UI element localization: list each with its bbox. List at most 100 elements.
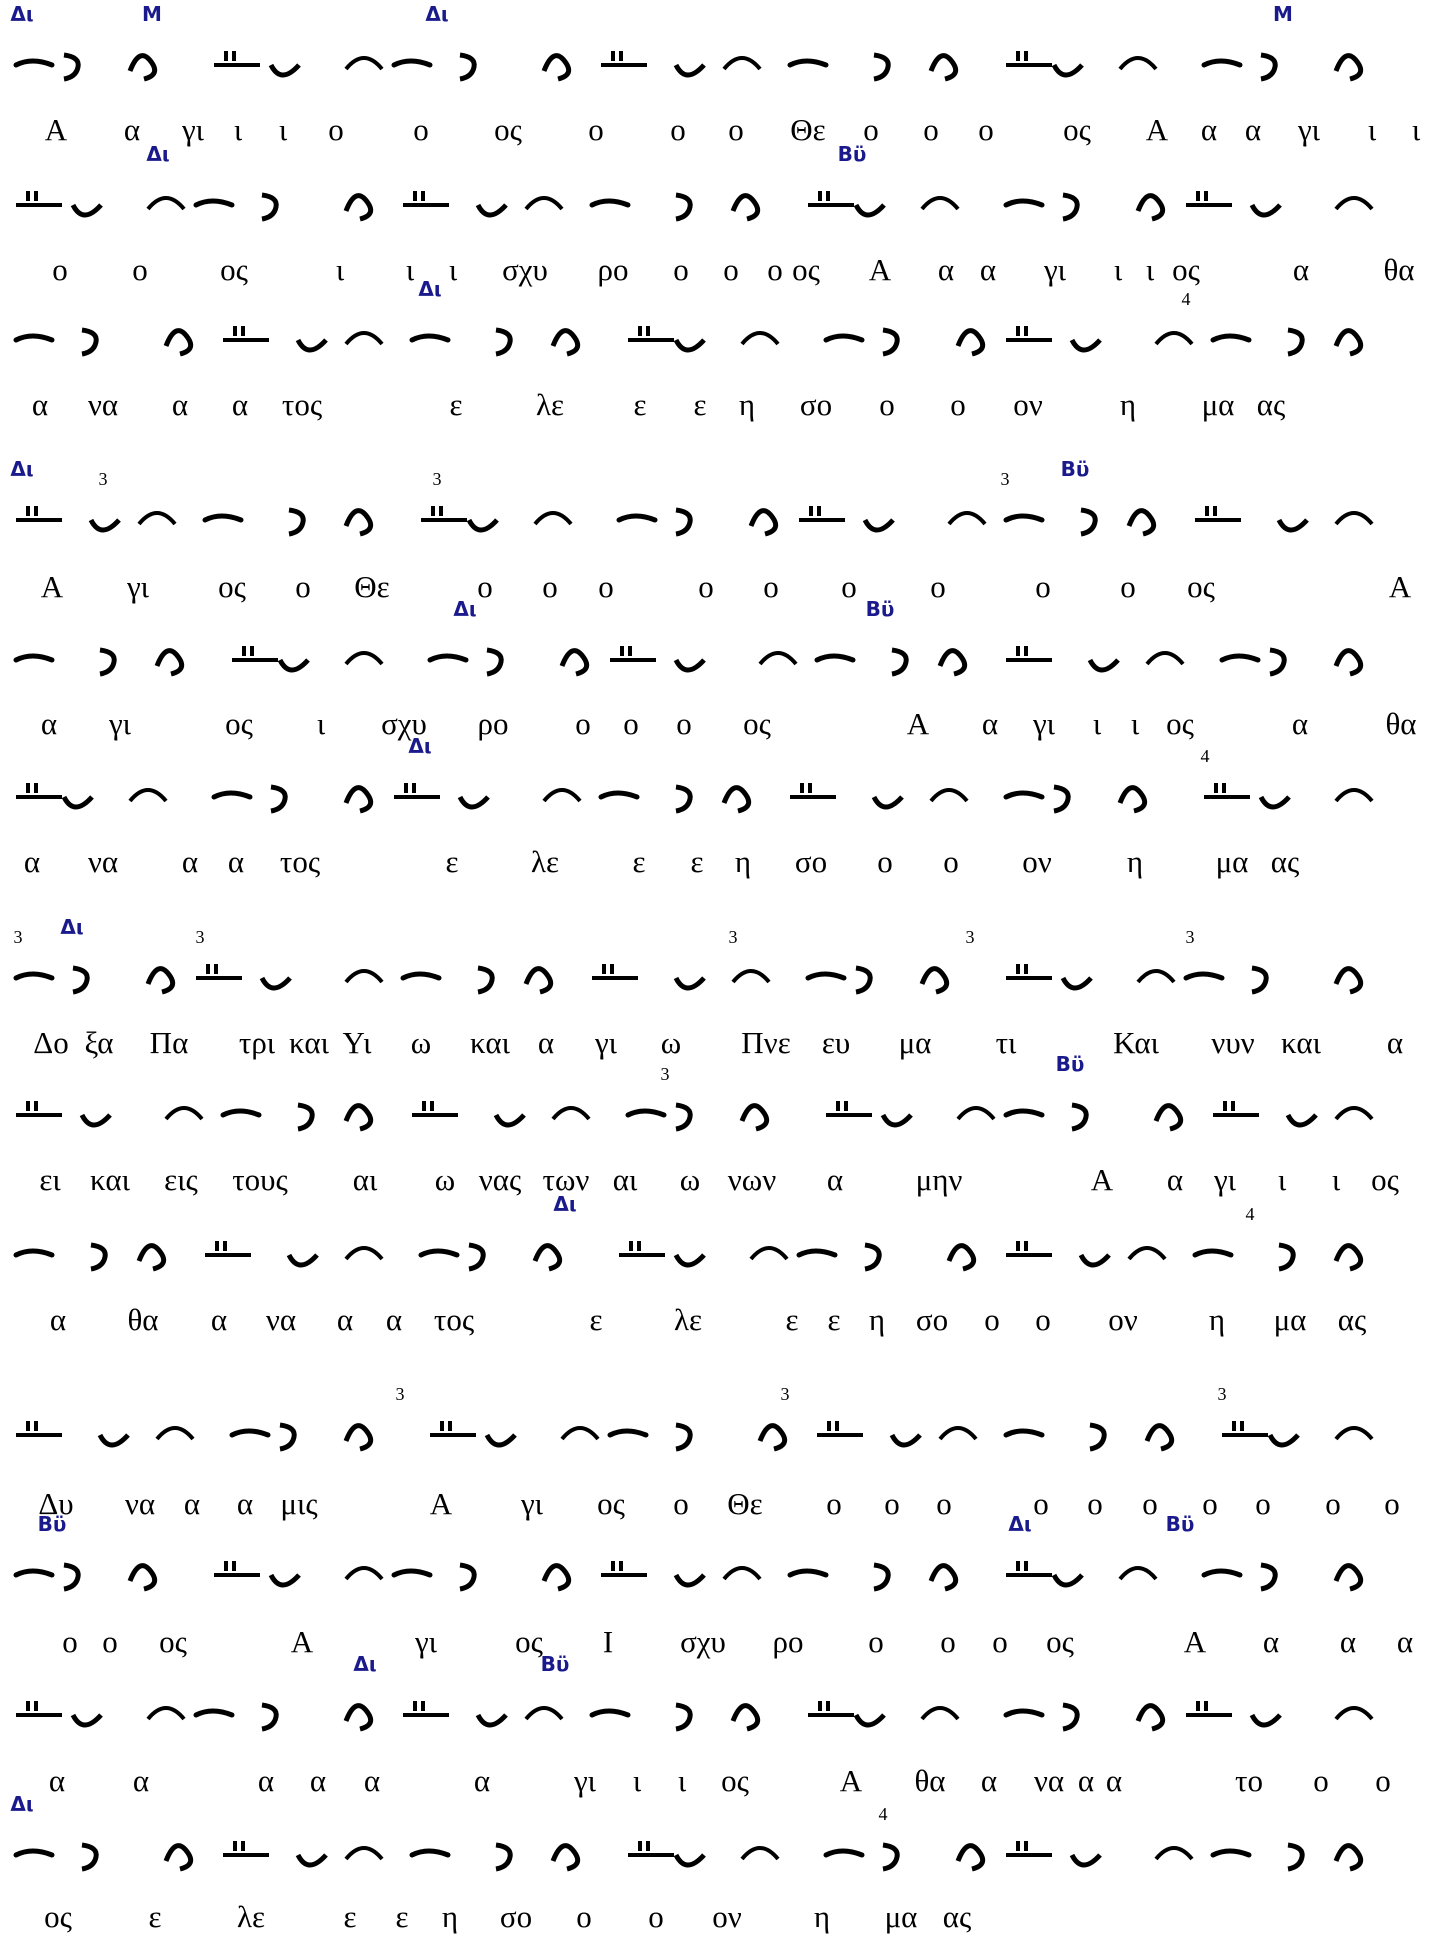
martyria-sign: Δι xyxy=(418,277,441,301)
apostrophos-neume xyxy=(675,1422,693,1452)
apostrophos-neume xyxy=(1251,965,1269,995)
syllable: α xyxy=(1386,1025,1404,1060)
petaste-neume xyxy=(757,1423,788,1452)
martyria-sign: Δι xyxy=(353,1652,376,1676)
syllable: Υι xyxy=(342,1025,372,1060)
syllable: γι xyxy=(126,569,150,604)
syllable: ο xyxy=(542,569,558,604)
martyria-sign: Βϋ xyxy=(838,142,867,166)
syllable: ε xyxy=(633,387,647,422)
syllable: ος xyxy=(1187,569,1215,604)
rhythm-numeral: 3 xyxy=(661,1064,670,1084)
syllable: νων xyxy=(727,1162,777,1197)
syllable: ο xyxy=(936,1486,952,1521)
petaste-neume xyxy=(730,193,761,222)
syllable: ι xyxy=(316,706,326,741)
petaste-neume xyxy=(523,966,554,995)
lyric-line: α γι ος ι σχυ ρο ο ο ο ος Α α γι ι ι ος … xyxy=(0,704,1443,744)
syllable: ο xyxy=(623,706,639,741)
rhythm-numeral: 3 xyxy=(433,469,442,489)
martyria-sign: Δι xyxy=(146,142,169,166)
petaste-neume xyxy=(541,53,572,82)
kentima-neume xyxy=(295,338,328,353)
syllable: το xyxy=(1235,1763,1263,1798)
kentimata-neume xyxy=(1016,1561,1028,1571)
syllable: αι xyxy=(352,1162,378,1197)
syllable: ας xyxy=(1256,387,1286,422)
yporroi-neume xyxy=(128,788,168,803)
martyria-sign: Δι xyxy=(10,457,33,481)
oligon-neume xyxy=(1003,1108,1045,1118)
oligon-neume xyxy=(193,198,235,208)
yporroi-neume xyxy=(947,511,987,526)
yporroi-neume xyxy=(551,1106,591,1121)
syllable: ο xyxy=(930,569,946,604)
syllable: α xyxy=(1292,252,1310,287)
syllable: η xyxy=(738,387,756,422)
apostrophos-neume xyxy=(1287,327,1305,357)
apostrophos-neume xyxy=(261,1702,279,1732)
apostrophos-neume xyxy=(1062,192,1080,222)
syllable: λε xyxy=(530,844,560,879)
syllable: ος xyxy=(1046,1624,1074,1659)
oligon-neume xyxy=(211,790,253,800)
syllable: σχυ xyxy=(381,706,427,741)
petaste-neume xyxy=(343,785,374,814)
syllable: ε xyxy=(449,387,463,422)
kentima-neume xyxy=(484,1433,517,1448)
syllable: η xyxy=(813,1899,831,1934)
syllable: α xyxy=(336,1302,354,1337)
martyria-sign: Μ xyxy=(142,2,162,26)
rhythm-numeral: 3 xyxy=(781,1384,790,1404)
kentimata-neume xyxy=(431,506,443,516)
kentima-neume xyxy=(88,518,121,533)
oligon-neume xyxy=(625,1108,667,1118)
apostrophos-neume xyxy=(1080,507,1098,537)
syllable: ο xyxy=(728,112,744,147)
syllable: ξα xyxy=(84,1025,114,1060)
syllable: ο xyxy=(52,252,68,287)
syllable: και xyxy=(1281,1025,1321,1060)
kentima-neume xyxy=(1267,1433,1300,1448)
syllable: να xyxy=(265,1302,297,1337)
syllable: τι xyxy=(995,1025,1017,1060)
petaste-neume xyxy=(1333,1843,1364,1872)
apostrophos-neume xyxy=(873,52,891,82)
kentimata-neume xyxy=(611,1561,623,1571)
apostrophos-neume xyxy=(873,1562,891,1592)
syllable: τος xyxy=(281,387,323,422)
syllable: α xyxy=(31,387,49,422)
martyria-sign: Δι xyxy=(453,597,476,621)
kentima-neume xyxy=(1276,518,1309,533)
syllable: ον xyxy=(1013,387,1043,422)
syllable: θα xyxy=(1383,252,1415,287)
syllable: ο xyxy=(576,1899,592,1934)
oligon-neume xyxy=(1003,790,1045,800)
yporroi-neume xyxy=(146,1706,186,1721)
syllable: γι xyxy=(1032,706,1056,741)
syllable: ο xyxy=(943,844,959,879)
kentimata-neume xyxy=(1205,506,1217,516)
kentima-neume xyxy=(268,1573,301,1588)
syllable: ο xyxy=(328,112,344,147)
syllable: ι xyxy=(335,252,345,287)
syllable: ος xyxy=(1371,1162,1399,1197)
kentimata-neume xyxy=(413,1701,425,1711)
yporroi-neume xyxy=(1154,331,1194,346)
syllable: ο xyxy=(984,1302,1000,1337)
apostrophos-neume xyxy=(495,1842,513,1872)
syllable: Ι xyxy=(602,1624,614,1659)
syllable: ρο xyxy=(597,252,629,287)
yporroi-neume xyxy=(344,331,384,346)
petaste-neume xyxy=(154,648,185,677)
syllable: θα xyxy=(127,1302,159,1337)
syllable: σο xyxy=(499,1899,533,1934)
oligon-neume xyxy=(193,1708,235,1718)
syllable: Α xyxy=(429,1486,453,1521)
syllable: ι xyxy=(1113,252,1123,287)
lyric-line: ος ε λε ε ε η σο ο ο ον η μα ας xyxy=(0,1897,1443,1937)
apostrophos-neume xyxy=(675,507,693,537)
syllable: α xyxy=(309,1763,327,1798)
apostrophos-neume xyxy=(279,1422,297,1452)
